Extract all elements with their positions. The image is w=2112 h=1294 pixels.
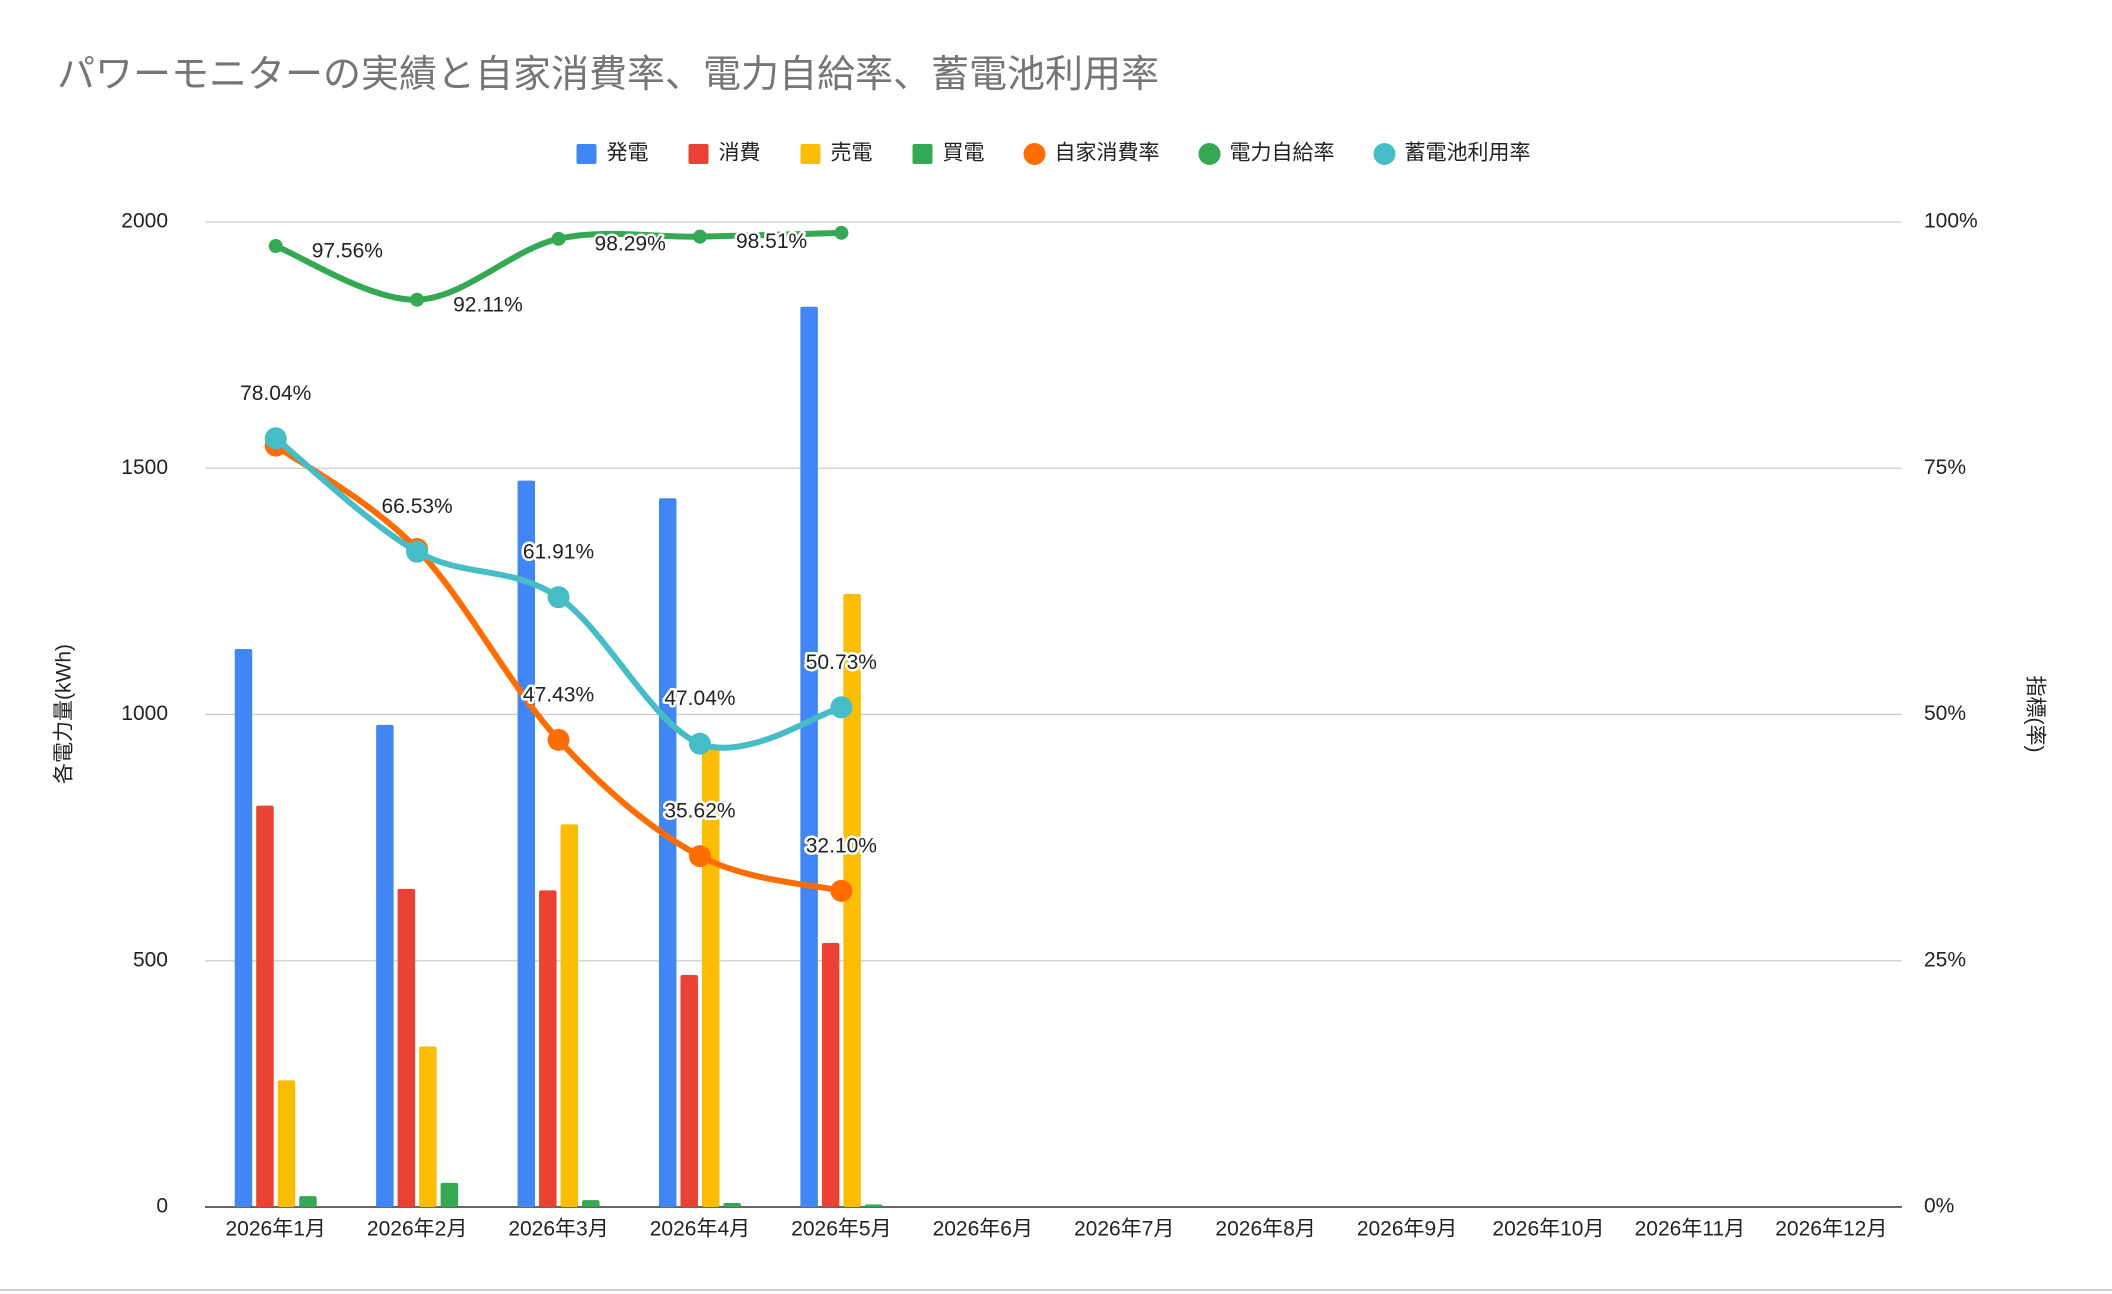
legend: 発電 消費 売電 買電 自家消費率 電力自給率 蓄電池利用率 (576, 142, 1531, 165)
bar (256, 805, 274, 1207)
bar (680, 975, 698, 1207)
data-label: 35.62% (664, 800, 735, 823)
legend-label: 買電 (943, 142, 985, 165)
x-tick-label: 2026年9月 (1357, 1218, 1457, 1241)
line-point (551, 231, 566, 246)
x-tick-label: 2026年1月 (226, 1218, 326, 1241)
bar (843, 593, 861, 1207)
line-point (410, 292, 425, 307)
legend-label: 電力自給率 (1230, 142, 1335, 165)
legend-label: 発電 (607, 142, 649, 165)
bar (658, 498, 677, 1208)
legend-marker (800, 144, 821, 164)
legend-label: 自家消費率 (1055, 142, 1160, 165)
data-label: 97.56% (312, 240, 383, 263)
line-point (688, 732, 711, 755)
y2-tick-label: 50% (1924, 702, 1966, 725)
data-label: 50.73% (806, 651, 877, 674)
bar (440, 1182, 459, 1207)
y-tick-label: 1000 (121, 702, 168, 725)
x-tick-label: 2026年5月 (791, 1218, 891, 1241)
legend-marker (1023, 143, 1046, 165)
y-tick-label: 0 (156, 1195, 168, 1218)
x-tick-label: 2026年8月 (1215, 1218, 1315, 1241)
bar (723, 1203, 741, 1207)
chart-title: パワーモニターの実績と自家消費率、電力自給率、蓄電池利用率 (57, 54, 1159, 96)
legend-marker (688, 144, 709, 164)
y-tick-label: 2000 (121, 210, 168, 233)
legend-marker (1198, 143, 1221, 165)
legend-label: 売電 (831, 142, 873, 165)
line-point (692, 229, 707, 244)
x-tick-label: 2026年7月 (1074, 1218, 1174, 1241)
x-tick-label: 2026年10月 (1492, 1218, 1604, 1241)
x-tick-label: 2026年3月 (508, 1218, 608, 1241)
bar (277, 1080, 296, 1207)
bar (864, 1204, 883, 1207)
x-tick-label: 2026年2月 (367, 1218, 467, 1241)
line-point (406, 540, 429, 563)
line-point (830, 696, 853, 719)
bar (234, 648, 253, 1207)
y2-tick-label: 0% (1924, 1195, 1954, 1218)
y2-tick-label: 100% (1924, 210, 1978, 233)
data-label: 47.43% (523, 683, 594, 706)
legend-marker (576, 144, 597, 164)
x-tick-label: 2026年11月 (1635, 1218, 1746, 1241)
line-point (688, 845, 711, 868)
data-label: 98.29% (595, 232, 666, 255)
x-tick-label: 2026年6月 (933, 1218, 1033, 1241)
bar (539, 890, 557, 1207)
x-tick-label: 2026年4月 (650, 1218, 750, 1241)
data-label: 98.51% (736, 230, 807, 253)
data-label: 78.04% (240, 382, 311, 405)
bar (517, 480, 536, 1207)
data-label: 92.11% (453, 293, 523, 316)
bar (560, 824, 579, 1207)
data-label: 32.10% (806, 834, 877, 857)
data-label: 61.91% (523, 541, 594, 564)
y2-tick-label: 75% (1924, 456, 1966, 479)
bar (582, 1200, 600, 1207)
y-axis-title: 各電力量(kWh) (53, 644, 76, 784)
legend-label: 蓄電池利用率 (1405, 142, 1531, 165)
y-tick-label: 1500 (121, 456, 168, 479)
bar (821, 943, 840, 1207)
bar (800, 306, 818, 1208)
y2-axis-title: 指標(率) (2023, 676, 2046, 753)
x-tick-label: 2026年12月 (1775, 1218, 1887, 1241)
legend-marker (1373, 143, 1396, 165)
line-point (830, 879, 853, 902)
bar (419, 1046, 437, 1207)
bar (397, 888, 416, 1207)
data-label: 47.04% (664, 687, 735, 710)
line-point (547, 728, 570, 751)
bar (299, 1196, 317, 1207)
data-label: 66.53% (382, 495, 453, 518)
line-point (264, 427, 287, 450)
legend-marker (912, 144, 933, 164)
line-point (547, 586, 570, 609)
line-point (268, 239, 283, 254)
line-point (834, 225, 849, 240)
legend-label: 消費 (719, 142, 761, 165)
bar (376, 724, 394, 1207)
y2-tick-label: 25% (1924, 948, 1966, 971)
y-tick-label: 500 (133, 948, 168, 971)
